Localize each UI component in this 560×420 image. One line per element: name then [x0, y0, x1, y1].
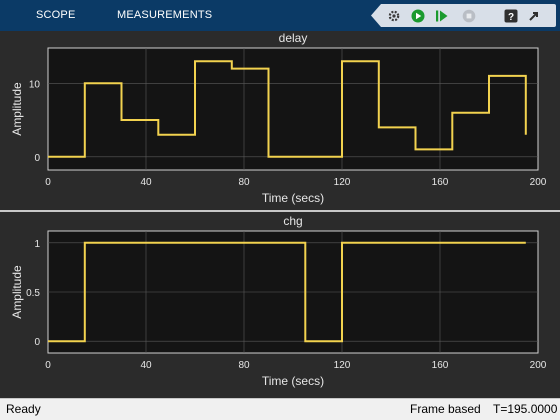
- tab-measurements[interactable]: MEASUREMENTS: [117, 9, 213, 21]
- settings-icon[interactable]: [387, 9, 401, 23]
- tab-scope[interactable]: SCOPE: [36, 9, 76, 21]
- svg-text:?: ?: [508, 12, 514, 23]
- chart1-x-tick-label: 40: [140, 360, 152, 371]
- frame-mode: Frame based: [410, 402, 481, 416]
- chart0-series-line-0: [48, 60, 527, 158]
- undock-icon[interactable]: [527, 9, 541, 23]
- status-bar: Ready Frame based T=195.0000: [0, 398, 560, 420]
- chart0-x-tick-label: 0: [45, 177, 51, 188]
- help-icon[interactable]: ?: [504, 9, 518, 23]
- chart1-y-tick-label: 0.5: [26, 288, 40, 299]
- chart1-y-axis-label: Amplitude: [10, 265, 24, 319]
- simulation-time: T=195.0000: [493, 402, 558, 416]
- toolstrip: SCOPE MEASUREMENTS ?: [0, 0, 560, 31]
- chart0-x-tick-label: 40: [140, 177, 152, 188]
- chart1-x-tick-label: 120: [334, 360, 351, 371]
- chart0-plot-area: [47, 47, 539, 171]
- chart1-x-tick-label: 160: [432, 360, 449, 371]
- run-icon[interactable]: [411, 9, 425, 23]
- chart0-y-tick-label: 0: [34, 153, 40, 164]
- chart0-x-tick-label: 160: [432, 177, 449, 188]
- chart0-x-tick-label: 200: [530, 177, 547, 188]
- chart0-title: delay: [279, 31, 308, 45]
- plot-delay: 0 40 80 120 160 200 0 10 delay Time (secs) Amplitu…: [10, 31, 547, 205]
- chart1-title: chg: [283, 214, 302, 228]
- chart1-x-tick-label: 200: [530, 360, 547, 371]
- chart1-x-tick-label: 80: [238, 360, 250, 371]
- quick-access-toolbar: ?: [371, 4, 556, 27]
- chart0-x-tick-label: 120: [334, 177, 351, 188]
- scope-canvas: 0 40 80 120 160 200 0 10 delay Time (secs) Amplitu…: [0, 31, 560, 398]
- chart1-x-tick-label: 0: [45, 360, 51, 371]
- chart0-x-axis-label: Time (secs): [262, 191, 324, 205]
- chart0-y-axis-label: Amplitude: [10, 82, 24, 136]
- chart1-series-line-0: [48, 241, 526, 343]
- plot-divider: [0, 210, 560, 212]
- chart0-y-tick-label: 10: [29, 79, 41, 90]
- plot-chg: 0 40 80 120 160 200 0 0.5 1 chg Time (secs) Amplitu…: [10, 214, 547, 388]
- chart1-y-tick-label: 1: [34, 239, 40, 250]
- chart1-y-tick-label: 0: [34, 337, 40, 348]
- chart0-x-tick-label: 80: [238, 177, 250, 188]
- step-forward-icon[interactable]: [435, 9, 449, 23]
- chart1-x-axis-label: Time (secs): [262, 374, 324, 388]
- status-text: Ready: [6, 402, 41, 416]
- stop-icon[interactable]: [462, 9, 476, 23]
